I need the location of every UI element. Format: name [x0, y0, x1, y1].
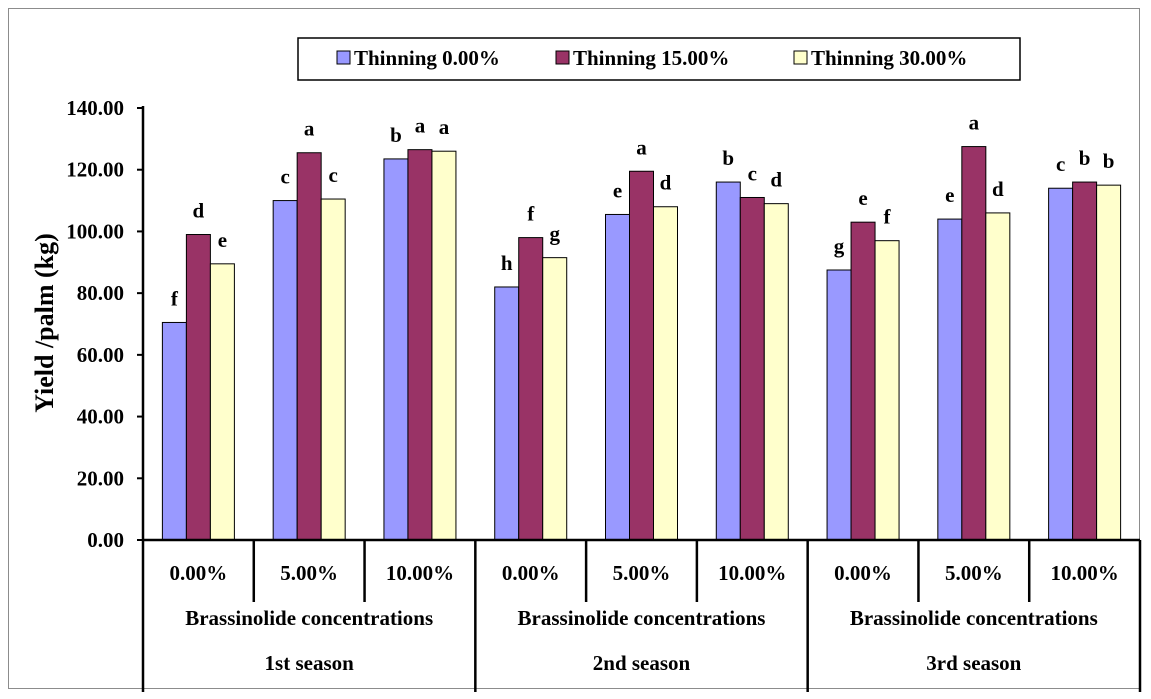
legend-swatch — [336, 50, 351, 65]
bar — [272, 200, 298, 541]
category-label: 0.00% — [834, 561, 892, 585]
legend-label: Thinning 15.00% — [573, 46, 729, 70]
y-axis-label: Yield /palm (kg) — [30, 233, 59, 413]
y-tick-label: 140.00 — [66, 96, 124, 120]
y-tick-label: 40.00 — [77, 405, 124, 429]
significance-letter: f — [171, 286, 179, 310]
category-labels: 0.00% 5.00% 10.00% 0.00% 5.00% 10.00% 0.00% 5.0… — [170, 561, 1119, 675]
axes — [141, 106, 1142, 692]
bar — [320, 198, 346, 541]
significance-letter: c — [329, 163, 338, 187]
bar — [739, 196, 765, 541]
category-label: 10.00% — [386, 561, 454, 585]
category-label: 0.00% — [170, 561, 228, 585]
category-label: 10.00% — [718, 561, 786, 585]
chart-frame — [8, 8, 1140, 689]
legend-swatch — [793, 50, 808, 65]
legend: Thinning 0.00% Thinning 15.00% Thinning 30… — [336, 46, 967, 70]
significance-letter: a — [636, 135, 647, 159]
bar — [850, 221, 876, 541]
significance-letter: c — [748, 161, 757, 185]
season-label: 3rd season — [926, 651, 1021, 675]
significance-letter: b — [1079, 146, 1091, 170]
group-label: Brassinolide concentrations — [518, 606, 766, 630]
significance-letter: a — [969, 111, 980, 135]
significance-letter: a — [304, 117, 315, 141]
bar — [985, 212, 1011, 541]
significance-letter: d — [992, 177, 1004, 201]
significance-letter: c — [281, 165, 290, 189]
y-tick-label: 100.00 — [66, 219, 124, 243]
significance-letter: e — [218, 228, 227, 252]
legend-label: Thinning 0.00% — [354, 46, 500, 70]
category-label: 10.00% — [1050, 561, 1118, 585]
bar — [185, 234, 211, 541]
bar — [494, 286, 520, 541]
category-label: 5.00% — [613, 561, 671, 585]
bar — [518, 237, 544, 541]
bars — [161, 146, 1122, 541]
significance-letter: b — [722, 146, 734, 170]
group-label: Brassinolide concentrations — [850, 606, 1098, 630]
bar — [826, 269, 852, 541]
season-label: 2nd season — [593, 651, 691, 675]
legend-label: Thinning 30.00% — [811, 46, 967, 70]
significance-letter: d — [770, 168, 782, 192]
bar — [431, 150, 457, 541]
bar — [1072, 181, 1098, 541]
significance-letter: g — [549, 222, 560, 246]
significance-letter: a — [439, 115, 450, 139]
y-tick-label: 20.00 — [77, 466, 124, 490]
significance-letter: e — [858, 186, 867, 210]
significance-letter: f — [527, 202, 535, 226]
bar — [874, 240, 900, 541]
significance-letter: g — [834, 234, 845, 258]
group-label: Brassinolide concentrations — [185, 606, 433, 630]
bar — [1096, 184, 1122, 541]
significance-letter: d — [660, 171, 672, 195]
category-label: 5.00% — [945, 561, 1003, 585]
category-label: 0.00% — [502, 561, 560, 585]
y-tick-label: 60.00 — [77, 343, 124, 367]
bar — [542, 257, 568, 541]
significance-letter: e — [945, 183, 954, 207]
y-tick-label: 80.00 — [77, 281, 124, 305]
bar — [653, 206, 678, 541]
legend-swatch — [555, 50, 570, 65]
bar — [209, 263, 235, 541]
y-tick-label: 120.00 — [66, 158, 124, 182]
y-tick-label: 0.00 — [87, 528, 124, 552]
significance-letter: e — [613, 178, 622, 202]
season-label: 1st season — [265, 651, 355, 675]
bar — [715, 181, 741, 541]
bar — [383, 158, 409, 541]
legend-box — [297, 37, 1021, 81]
category-label: 5.00% — [280, 561, 338, 585]
significance-letter: c — [1056, 152, 1065, 176]
bar — [961, 146, 987, 541]
significance-letter: a — [415, 114, 426, 138]
significance-letter: b — [1103, 149, 1115, 173]
significance-letter: h — [501, 251, 513, 275]
y-axis-ticks: 0.00 20.00 40.00 60.00 80.00 100.00 120.00 140.… — [66, 96, 143, 552]
significance-letter: f — [884, 205, 892, 229]
significance-letter: d — [193, 199, 205, 223]
bar — [605, 213, 630, 541]
significance-letter: b — [390, 123, 402, 147]
bar — [937, 218, 963, 541]
bar — [629, 170, 654, 541]
bar — [1048, 187, 1074, 541]
bar — [296, 152, 322, 541]
bar — [763, 203, 789, 541]
bar — [407, 149, 433, 541]
bar — [161, 321, 187, 541]
